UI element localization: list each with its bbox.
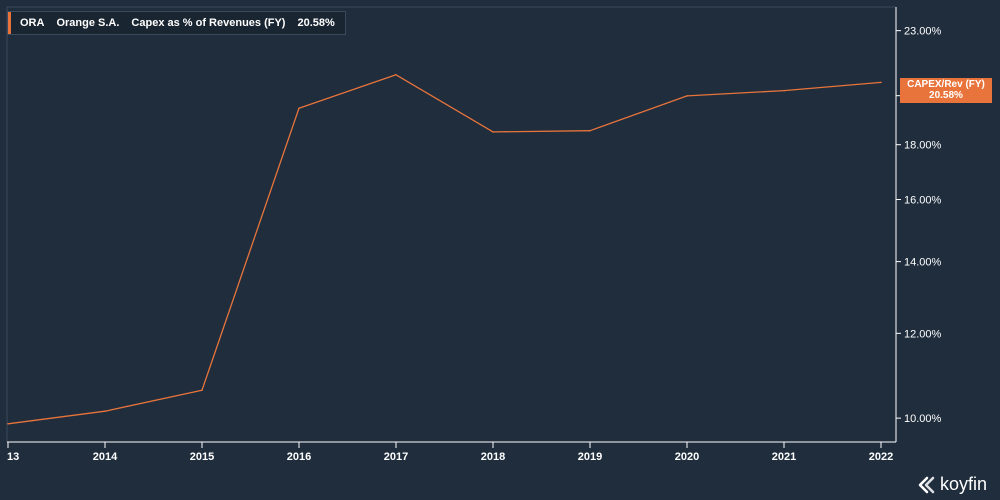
x-tick-label: 2018 <box>481 451 505 463</box>
y-tick-label: 10.00% <box>904 413 942 425</box>
data-point <box>589 129 591 132</box>
legend-ticker: ORA <box>20 17 45 29</box>
koyfin-chevron-icon <box>918 476 935 493</box>
x-tick-label: 2016 <box>287 451 311 463</box>
x-tick-label: 2022 <box>869 451 893 463</box>
x-tick-label: 2015 <box>190 451 214 463</box>
y-tick-label: 18.00% <box>904 140 942 152</box>
y-tick-label: 23.00% <box>904 26 942 38</box>
data-point <box>298 107 300 109</box>
y-tick-label: 12.00% <box>904 328 942 340</box>
x-tick-label: 2017 <box>384 451 408 463</box>
data-point <box>7 422 9 425</box>
badge-value: 20.58% <box>929 90 963 101</box>
x-tick-label: 2019 <box>578 451 602 463</box>
data-point <box>492 131 494 133</box>
x-tick-label: 2021 <box>772 451 796 463</box>
brand-logo: koyfin <box>918 474 987 495</box>
legend-swatch <box>8 12 11 34</box>
data-point <box>395 73 397 76</box>
legend-company: Orange S.A. <box>56 17 120 29</box>
legend-metric: Capex as % of Revenues (FY) <box>131 17 286 29</box>
y-tick-label: 14.00% <box>904 257 942 269</box>
x-tick-label: 13 <box>7 451 19 463</box>
legend-value: 20.58% <box>297 17 335 29</box>
data-point <box>104 410 106 413</box>
data-point <box>783 89 785 92</box>
x-tick-label: 2014 <box>93 451 118 463</box>
last-value-badge: CAPEX/Rev (FY) 20.58% <box>900 78 992 103</box>
y-tick-label: 16.00% <box>904 194 942 206</box>
data-point <box>201 389 203 391</box>
x-tick-label: 2020 <box>675 451 699 463</box>
badge-label: CAPEX/Rev (FY) <box>907 79 985 90</box>
data-point <box>880 81 882 84</box>
data-point <box>686 95 688 97</box>
series-line <box>7 74 882 425</box>
brand-name: koyfin <box>940 474 988 494</box>
chart-legend: ORA Orange S.A. Capex as % of Revenues (… <box>7 11 346 35</box>
